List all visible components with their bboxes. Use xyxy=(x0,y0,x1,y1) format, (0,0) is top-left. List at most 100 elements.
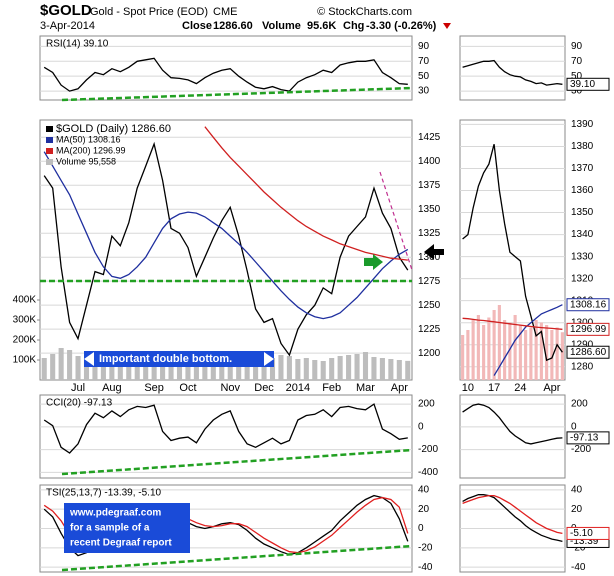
date: 3-Apr-2014 xyxy=(40,20,95,32)
volume-bar xyxy=(286,356,292,380)
end-label: -13.39 xyxy=(570,536,599,547)
volume-bar xyxy=(193,360,199,380)
panel-frame xyxy=(459,394,566,479)
volume-bar xyxy=(329,358,335,380)
trendlines xyxy=(40,86,413,572)
down-triangle xyxy=(443,23,451,29)
volume-bar xyxy=(476,315,480,380)
panel-title: TSI(25,13,7) -13.39, -5.10 xyxy=(46,488,162,499)
volume-bar xyxy=(83,358,90,380)
close-label: Close xyxy=(182,20,212,32)
x-tick-label: Jul xyxy=(71,382,85,394)
legend-swatch xyxy=(46,159,53,165)
promo-line: recent Degraaf report xyxy=(70,538,172,549)
volume-bar xyxy=(362,352,369,380)
panel-frame xyxy=(39,394,413,479)
volume-bar xyxy=(560,332,564,380)
volume-bar xyxy=(405,360,411,380)
series-line xyxy=(43,403,408,454)
note-box xyxy=(84,351,274,367)
y-tick-label: 1275 xyxy=(418,276,441,287)
chg-label: Chg xyxy=(343,20,364,32)
volume-bar xyxy=(487,317,491,380)
x-tick-label: Aug xyxy=(102,382,122,394)
x-tick-label: 10 xyxy=(462,382,474,394)
end-label-box xyxy=(566,322,610,336)
end-label-box xyxy=(566,526,610,540)
y2-tick-label: 400K xyxy=(13,295,37,306)
y-tick-label: 1400 xyxy=(418,156,441,167)
note-text: Important double bottom. xyxy=(99,353,232,365)
volume-bar xyxy=(253,356,259,380)
volume-bar xyxy=(58,348,64,380)
promo-line: www.pdegraaf.com xyxy=(69,508,161,519)
series-line xyxy=(204,126,408,261)
series-line xyxy=(462,144,563,362)
y-tick-label: -40 xyxy=(418,562,433,573)
symbol: $GOLD xyxy=(40,2,92,19)
series-line xyxy=(462,494,563,543)
legend-entry: MA(50) 1308.16 xyxy=(56,134,121,144)
panel-frame xyxy=(459,119,566,381)
panel-title: CCI(20) -97.13 xyxy=(46,398,113,409)
volume-bar xyxy=(202,362,208,380)
y-tick-label: 90 xyxy=(418,41,430,52)
end-label-box xyxy=(566,77,610,91)
arrows xyxy=(364,244,444,270)
panel-title: RSI(14) 39.10 xyxy=(46,39,109,50)
volume-bar xyxy=(185,361,191,380)
x-tick-label: Feb xyxy=(322,382,341,394)
y-tick-label: -20 xyxy=(571,542,586,553)
volume-bar xyxy=(210,361,216,380)
series-line xyxy=(462,403,563,445)
volume-label: Volume xyxy=(262,20,301,32)
end-label-box xyxy=(566,298,610,312)
volume-bar xyxy=(492,310,496,380)
end-label-box xyxy=(566,431,610,445)
y-tick-label: 1425 xyxy=(418,132,441,143)
y-tick-label: 1250 xyxy=(418,300,441,311)
volume-bar xyxy=(471,320,475,380)
volume-bar xyxy=(396,360,402,380)
legend-swatch xyxy=(46,148,53,154)
exchange: CME xyxy=(213,6,237,18)
volume-bar xyxy=(346,355,352,380)
volume-bar xyxy=(168,359,174,380)
volume-bar xyxy=(236,361,242,380)
volume-bar xyxy=(503,320,507,380)
volume-bar xyxy=(109,357,115,380)
y-tick-label: 70 xyxy=(418,56,430,67)
x-tick-label: Apr xyxy=(391,382,408,394)
y-tick-label: -200 xyxy=(571,444,591,455)
panels: 30 50 70 90 RSI(14) 39.10 1200 1225 1250 1275 130… xyxy=(13,35,610,573)
y-tick-label: 1300 xyxy=(418,252,441,263)
black-arrow xyxy=(424,244,444,260)
volume-bar xyxy=(176,360,183,380)
volume: 95.6K xyxy=(307,20,336,32)
volume-bar xyxy=(461,335,465,380)
volume-bar xyxy=(320,361,326,380)
volume-bar xyxy=(466,330,470,380)
y-tick-label: 200 xyxy=(571,399,588,410)
y-tick-label: 200 xyxy=(418,399,435,410)
volume-bar xyxy=(295,359,301,380)
volume-bar xyxy=(513,315,517,380)
y-tick-label: -40 xyxy=(571,562,586,573)
end-label: 1308.16 xyxy=(570,299,607,310)
y-tick-label: 1200 xyxy=(418,348,441,359)
volume-bar xyxy=(534,320,538,380)
panel-frame xyxy=(459,35,566,101)
x-tick-label: Mar xyxy=(356,382,375,394)
series-line xyxy=(43,57,408,92)
right-arrow xyxy=(264,352,274,366)
y-tick-label: 0 xyxy=(418,523,424,534)
volume-bar xyxy=(354,354,360,380)
volume-bar xyxy=(117,360,123,380)
y-tick-label: 50 xyxy=(571,71,583,82)
y-tick-label: -400 xyxy=(418,467,438,478)
y-tick-label: 1380 xyxy=(571,141,594,152)
x-tick-label: Oct xyxy=(179,382,196,394)
volume-bar xyxy=(50,354,56,380)
y2-tick-label: 100K xyxy=(13,355,37,366)
x-tick-label: 17 xyxy=(488,382,500,394)
